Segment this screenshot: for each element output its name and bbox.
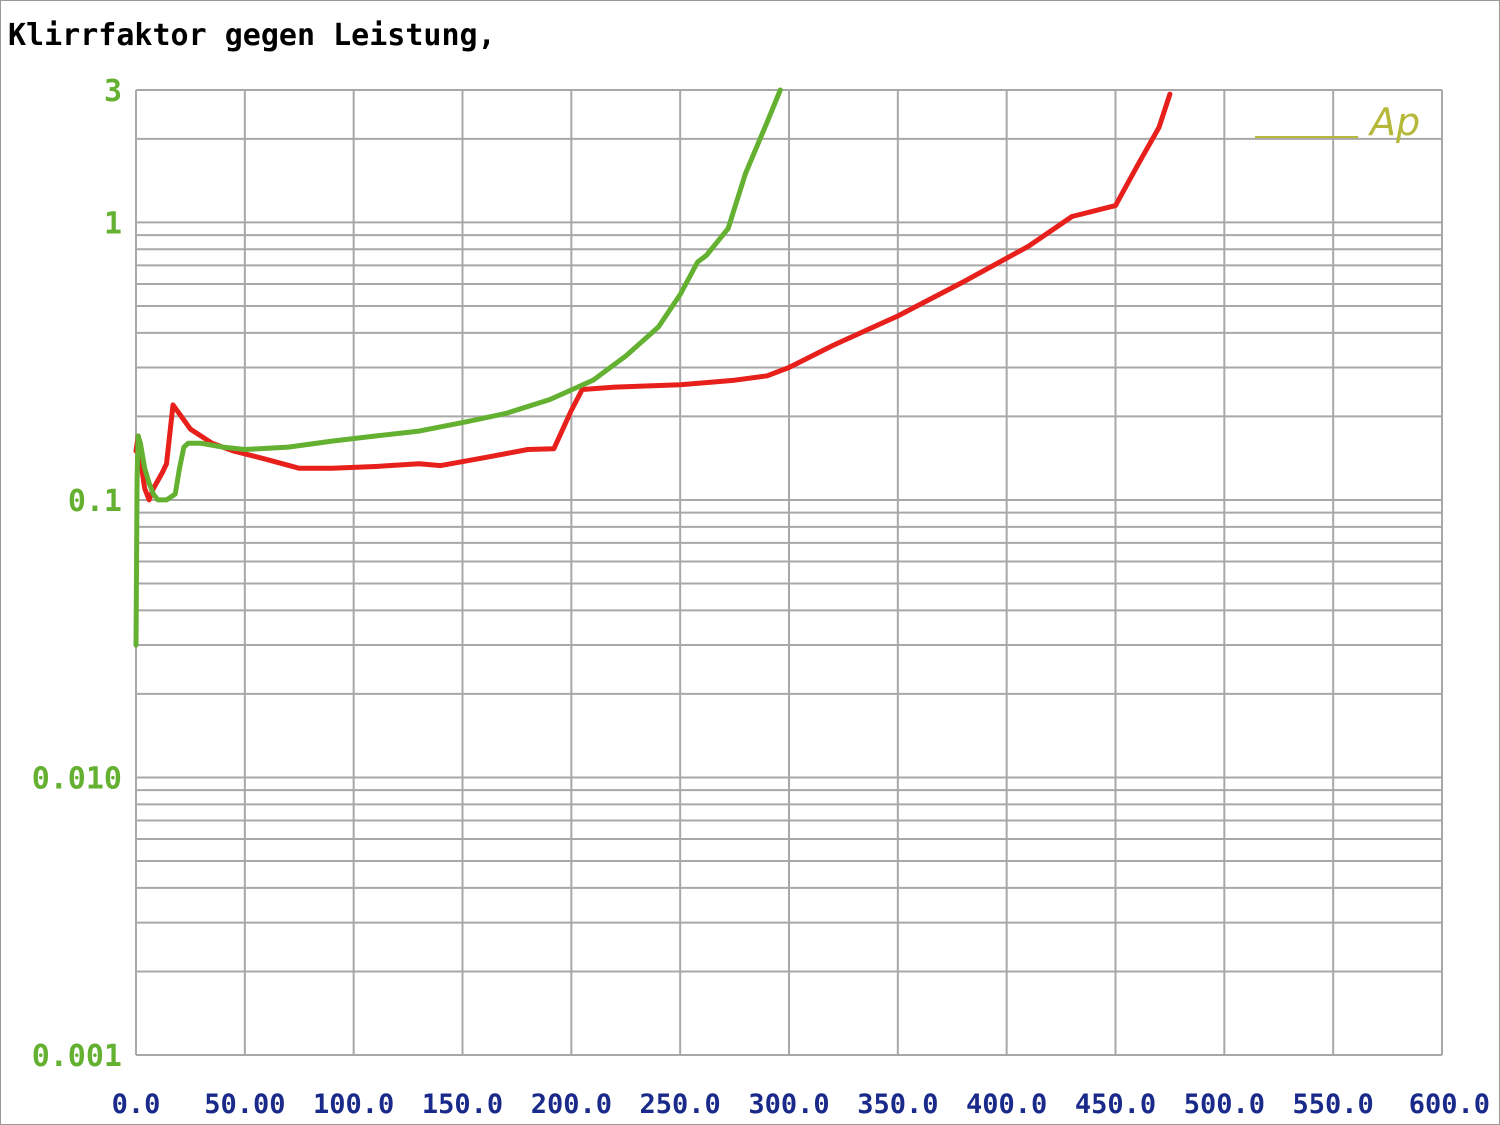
y-tick-label: 0.001 [32,1039,122,1074]
y-tick-label: 0.1 [68,484,122,519]
grid-lines [135,89,1443,1056]
x-tick-label: 400.0 [966,1089,1047,1120]
x-tick-label: 200.0 [531,1089,612,1120]
x-tick-label: 550.0 [1293,1089,1374,1120]
logo-text: Ap [1367,100,1420,144]
y-tick-label: 0.010 [32,761,122,796]
x-tick-label: 300.0 [748,1089,829,1120]
y-tick-labels: 3 1 0.1 0.010 0.001 [32,74,122,1074]
x-tick-label: 50.00 [204,1089,285,1120]
chart-title: Klirrfaktor gegen Leistung, [8,18,496,53]
x-tick-label: 500.0 [1184,1089,1265,1120]
x-tick-label: 0.0 [112,1089,161,1120]
series-lines [133,87,1173,648]
ap-logo: Ap [1255,100,1420,144]
series-line-red [133,91,1173,503]
series-line-green [133,87,783,648]
y-tick-label: 3 [104,74,122,109]
x-tick-label: 100.0 [313,1089,394,1120]
y-tick-label: 1 [104,206,122,241]
x-tick-labels: 0.0 50.00 100.0 150.0 200.0 250.0 300.0 350.0 40… [112,1089,1490,1120]
x-tick-label: 350.0 [857,1089,938,1120]
x-tick-label: 450.0 [1075,1089,1156,1120]
x-tick-label: 250.0 [640,1089,721,1120]
x-tick-label: 150.0 [422,1089,503,1120]
x-tick-label: 600.0 [1409,1089,1490,1120]
